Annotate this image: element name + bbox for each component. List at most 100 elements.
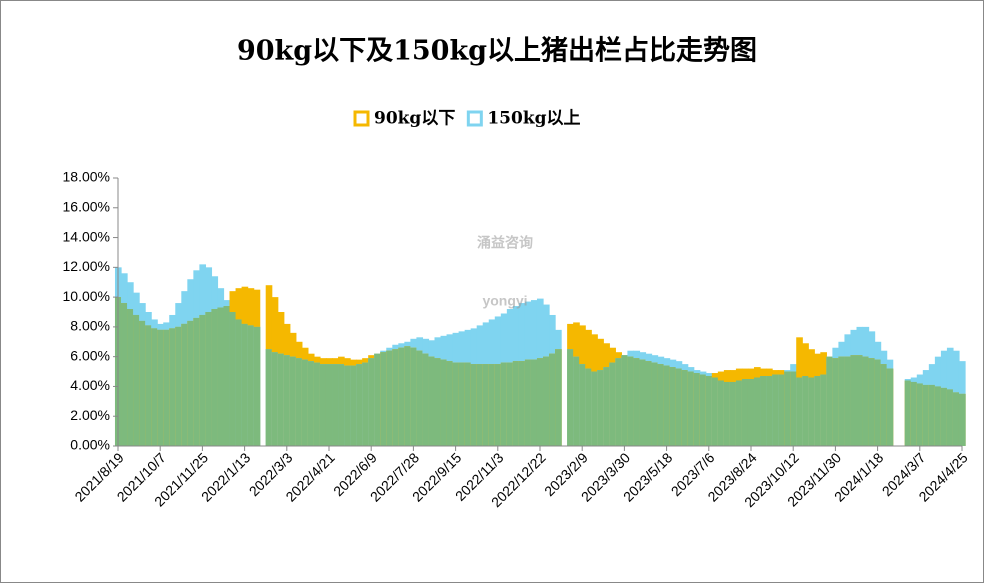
y-tick-label: 8.00% xyxy=(70,318,110,334)
overlap-bar xyxy=(747,379,755,446)
overlap-bar xyxy=(175,326,182,446)
overlap-bar xyxy=(344,365,351,446)
overlap-bar xyxy=(476,364,484,446)
legend-swatch xyxy=(353,110,370,127)
overlap-bar xyxy=(832,358,840,446)
overlap-bar xyxy=(307,361,315,446)
legend-label: 150kg以上 xyxy=(487,109,580,129)
overlap-bar xyxy=(916,383,924,446)
overlap-bar xyxy=(934,386,942,446)
y-tick-label: 16.00% xyxy=(63,198,110,214)
overlap-bar xyxy=(711,377,719,446)
overlap-bar xyxy=(536,358,544,446)
overlap-bar xyxy=(506,362,514,446)
overlap-bar xyxy=(530,359,538,446)
overlap-bar xyxy=(633,358,641,446)
overlap-bar xyxy=(356,364,363,446)
overlap-bar xyxy=(151,328,158,446)
overlap-bar xyxy=(440,359,448,446)
overlap-bar xyxy=(735,380,743,446)
overlap-bar xyxy=(555,349,562,446)
overlap-bar xyxy=(169,328,176,446)
overlap-bar xyxy=(850,355,858,446)
overlap-bar xyxy=(121,303,128,446)
overlap-bar xyxy=(319,364,327,446)
overlap-bar xyxy=(856,355,864,446)
overlap-bar xyxy=(615,358,622,446)
overlap-bar xyxy=(464,362,472,446)
overlap-bar xyxy=(772,374,779,446)
overlap-bar xyxy=(952,392,960,446)
overlap-bar xyxy=(386,350,393,446)
overlap-bar xyxy=(687,371,695,446)
overlap-bar xyxy=(235,319,243,446)
overlap-bar xyxy=(579,364,586,446)
overlap-bar xyxy=(808,377,815,446)
overlap-bar xyxy=(223,306,231,446)
overlap-bar xyxy=(217,307,225,446)
overlap-bar xyxy=(669,367,677,446)
overlap-bar xyxy=(500,362,508,446)
overlap-bar xyxy=(741,379,749,446)
overlap-bar xyxy=(289,356,297,446)
overlap-bar xyxy=(187,320,194,446)
overlap-bar xyxy=(416,350,424,446)
overlap-bar xyxy=(603,367,610,446)
y-tick-label: 12.00% xyxy=(63,258,110,274)
overlap-bar xyxy=(826,356,833,446)
overlap-bar xyxy=(392,349,399,446)
overlap-bar xyxy=(880,364,888,446)
overlap-bar xyxy=(940,387,948,446)
overlap-bar xyxy=(139,320,146,446)
legend-label: 90kg以下 xyxy=(374,109,455,129)
overlap-bar xyxy=(325,364,333,446)
overlap-bar xyxy=(693,373,701,446)
overlap-bar xyxy=(410,347,418,446)
y-tick-label: 4.00% xyxy=(70,377,110,393)
overlap-bar xyxy=(494,364,502,446)
overlap-bar xyxy=(657,364,665,446)
overlap-bar xyxy=(609,362,616,446)
overlap-bar xyxy=(958,393,966,446)
overlap-bar xyxy=(862,356,870,446)
overlap-bar xyxy=(488,364,496,446)
overlap-bar xyxy=(946,389,954,446)
overlap-bar xyxy=(790,371,797,446)
y-tick-label: 2.00% xyxy=(70,407,110,423)
overlap-bar xyxy=(380,352,387,446)
overlap-bar xyxy=(597,370,604,446)
overlap-bar xyxy=(446,361,454,446)
overlap-bar xyxy=(729,381,737,446)
overlap-bar xyxy=(784,371,791,446)
overlap-bar xyxy=(699,374,707,446)
overlap-bar xyxy=(404,346,411,446)
overlap-bar xyxy=(567,349,574,446)
overlap-bar xyxy=(338,364,345,446)
overlap-bar xyxy=(211,309,219,446)
chart-title: 90kg以下及150kg以上猪出栏占比走势图 xyxy=(237,36,757,67)
overlap-bar xyxy=(398,347,405,446)
overlap-bar xyxy=(374,353,381,446)
y-tick-label: 6.00% xyxy=(70,347,110,363)
overlap-bar xyxy=(760,376,767,446)
overlap-bar xyxy=(512,361,520,446)
overlap-bar xyxy=(253,326,261,446)
overlap-bar xyxy=(295,358,303,446)
overlap-bar xyxy=(518,361,526,446)
overlap-bar xyxy=(271,352,279,446)
overlap-bar xyxy=(283,355,291,446)
overlap-bar xyxy=(645,361,653,446)
overlap-bar xyxy=(928,384,936,446)
overlap-bar xyxy=(820,374,827,446)
overlap-bar xyxy=(181,323,188,446)
overlap-bar xyxy=(874,359,882,446)
y-tick-label: 0.00% xyxy=(70,437,110,453)
overlap-bar xyxy=(470,364,478,446)
overlap-bar xyxy=(229,312,237,446)
overlap-bar xyxy=(434,358,442,446)
overlap-bar xyxy=(723,381,731,446)
overlap-bar xyxy=(868,358,876,446)
overlap-bar xyxy=(145,325,152,446)
overlap-bar xyxy=(524,359,532,446)
